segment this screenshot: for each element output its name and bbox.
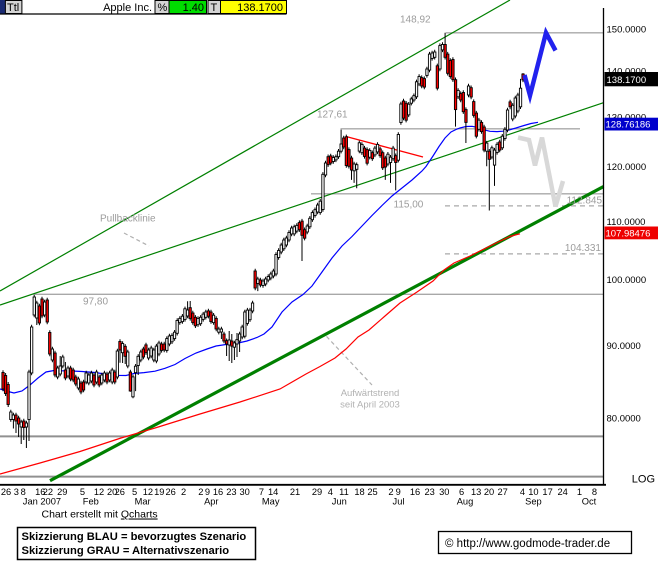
svg-text:104.331: 104.331 — [565, 243, 602, 254]
svg-text:20: 20 — [484, 487, 494, 497]
svg-text:4: 4 — [520, 487, 525, 497]
svg-text:Apr: Apr — [204, 497, 218, 507]
svg-text:Oct: Oct — [582, 497, 597, 507]
svg-text:127,61: 127,61 — [317, 110, 348, 121]
svg-text:Sep: Sep — [525, 497, 542, 507]
svg-text:Skizzierung BLAU = bevorzugtes: Skizzierung BLAU = bevorzugtes Szenario — [22, 531, 247, 543]
svg-text:30: 30 — [439, 487, 449, 497]
svg-text:140.0000: 140.0000 — [607, 66, 647, 77]
svg-text:19: 19 — [154, 487, 164, 497]
svg-text:8: 8 — [21, 487, 26, 497]
svg-text:Jun: Jun — [332, 497, 347, 507]
svg-text:5: 5 — [132, 487, 137, 497]
svg-text:4: 4 — [328, 487, 333, 497]
svg-text:9: 9 — [205, 487, 210, 497]
svg-text:LOG: LOG — [632, 474, 655, 486]
svg-text:12: 12 — [143, 487, 153, 497]
svg-text:1: 1 — [577, 487, 582, 497]
svg-text:12: 12 — [94, 487, 104, 497]
svg-text:6: 6 — [459, 487, 464, 497]
svg-text:24: 24 — [558, 487, 568, 497]
svg-text:23: 23 — [425, 487, 435, 497]
svg-text:30: 30 — [240, 487, 250, 497]
svg-text:9: 9 — [396, 487, 401, 497]
svg-text:27: 27 — [498, 487, 508, 497]
svg-text:%: % — [158, 2, 168, 14]
svg-text:Pullbacklinie: Pullbacklinie — [100, 214, 156, 225]
svg-text:5: 5 — [80, 487, 85, 497]
svg-text:Mar: Mar — [135, 497, 151, 507]
svg-text:7: 7 — [259, 487, 264, 497]
svg-text:2: 2 — [198, 487, 203, 497]
svg-text:10: 10 — [528, 487, 538, 497]
svg-text:Feb: Feb — [83, 497, 99, 507]
svg-text:Jan 2007: Jan 2007 — [23, 497, 61, 507]
svg-text:23: 23 — [226, 487, 236, 497]
svg-text:22: 22 — [43, 487, 53, 497]
svg-text:120.0000: 120.0000 — [607, 162, 647, 173]
svg-text:Aug: Aug — [457, 497, 474, 507]
svg-text:seit April 2003: seit April 2003 — [340, 400, 400, 411]
svg-text:148,92: 148,92 — [400, 15, 431, 26]
svg-text:112.845: 112.845 — [567, 196, 603, 207]
svg-text:13: 13 — [471, 487, 481, 497]
svg-text:16: 16 — [213, 487, 223, 497]
svg-text:138.1700: 138.1700 — [607, 75, 647, 86]
svg-text:25: 25 — [367, 487, 377, 497]
svg-text:Apple Inc.: Apple Inc. — [103, 2, 152, 14]
svg-text:2: 2 — [388, 487, 393, 497]
svg-text:128.76186: 128.76186 — [606, 120, 651, 131]
svg-text:16: 16 — [410, 487, 420, 497]
svg-text:Ttl: Ttl — [7, 2, 19, 14]
svg-text:26: 26 — [1, 487, 11, 497]
svg-text:11: 11 — [339, 487, 349, 497]
svg-text:3: 3 — [14, 487, 19, 497]
svg-text:Skizzierung GRAU = Alternativs: Skizzierung GRAU = Alternativszenario — [22, 545, 230, 557]
svg-text:138.1700: 138.1700 — [237, 2, 283, 14]
svg-text:26: 26 — [166, 487, 176, 497]
svg-text:© http://www.godmode-trader.de: © http://www.godmode-trader.de — [445, 538, 610, 550]
svg-text:2: 2 — [181, 487, 186, 497]
svg-text:115,00: 115,00 — [394, 200, 424, 211]
svg-text:14: 14 — [268, 487, 278, 497]
svg-text:1.40: 1.40 — [183, 2, 204, 14]
svg-text:May: May — [262, 497, 280, 507]
svg-text:110.0000: 110.0000 — [607, 217, 646, 228]
svg-text:26: 26 — [115, 487, 125, 497]
svg-text:107.98476: 107.98476 — [606, 228, 651, 239]
svg-text:90.0000: 90.0000 — [607, 341, 641, 352]
svg-text:20: 20 — [107, 487, 117, 497]
svg-text:80.0000: 80.0000 — [607, 413, 641, 424]
svg-text:18: 18 — [354, 487, 364, 497]
svg-text:Jul: Jul — [393, 497, 405, 507]
svg-text:T: T — [211, 2, 218, 14]
svg-text:100.0000: 100.0000 — [607, 275, 647, 286]
svg-text:21: 21 — [290, 487, 300, 497]
svg-text:29: 29 — [57, 487, 67, 497]
svg-text:16: 16 — [35, 487, 45, 497]
svg-text:8: 8 — [592, 487, 597, 497]
svg-text:Aufwärtstrend: Aufwärtstrend — [341, 388, 400, 399]
svg-text:150.0000: 150.0000 — [607, 25, 647, 36]
svg-text:97,80: 97,80 — [83, 297, 108, 308]
svg-text:17: 17 — [542, 487, 552, 497]
svg-text:29: 29 — [312, 487, 322, 497]
svg-text:Chart erstellt mit Qcharts: Chart erstellt mit Qcharts — [42, 509, 158, 521]
